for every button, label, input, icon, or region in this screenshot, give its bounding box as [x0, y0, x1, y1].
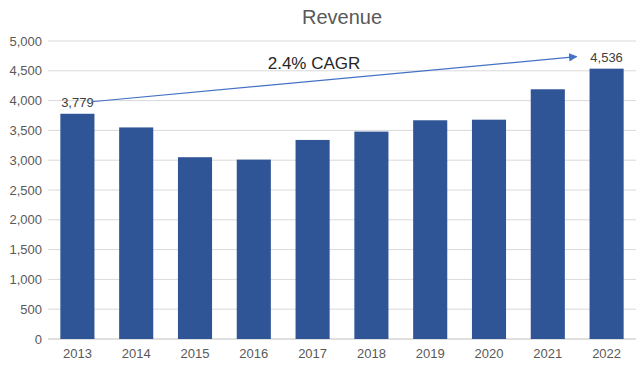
- y-tick-label: 5,000: [9, 34, 42, 49]
- x-tick-label: 2021: [533, 346, 562, 361]
- x-tick-label: 2013: [63, 346, 92, 361]
- bar: [590, 69, 624, 339]
- y-tick-label: 1,500: [9, 242, 42, 257]
- y-tick-label: 3,500: [9, 123, 42, 138]
- bar: [60, 114, 94, 339]
- bar: [237, 160, 271, 339]
- x-tick-label: 2022: [592, 346, 621, 361]
- bars: [60, 69, 623, 339]
- bar: [178, 157, 212, 339]
- bar: [531, 89, 565, 339]
- y-tick-label: 1,000: [9, 272, 42, 287]
- x-tick-label: 2014: [122, 346, 151, 361]
- bar: [296, 140, 330, 339]
- bar: [354, 132, 388, 339]
- y-tick-label: 2,500: [9, 183, 42, 198]
- y-tick-label: 2,000: [9, 212, 42, 227]
- grid: [48, 41, 636, 339]
- chart-title: Revenue: [302, 6, 382, 28]
- x-tick-label: 2018: [357, 346, 386, 361]
- grid-line: [48, 41, 636, 42]
- y-tick-label: 3,000: [9, 153, 42, 168]
- bar: [472, 120, 506, 339]
- data-label: 3,779: [61, 95, 94, 110]
- y-tick-label: 0: [35, 332, 42, 347]
- y-tick-label: 500: [20, 302, 42, 317]
- data-label: 4,536: [590, 50, 623, 65]
- x-tick-label: 2016: [239, 346, 268, 361]
- x-tick-label: 2017: [298, 346, 327, 361]
- x-tick-label: 2015: [181, 346, 210, 361]
- chart-container: Revenue 0 500 1,000 1,500 2,000 2,500 3,000 3,50…: [0, 0, 640, 381]
- chart-svg: Revenue 0 500 1,000 1,500 2,000 2,500 3,000 3,50…: [0, 0, 640, 381]
- bar: [413, 120, 447, 339]
- y-tick-label: 4,000: [9, 93, 42, 108]
- annotation: 2.4% CAGR: [268, 54, 361, 73]
- x-tick-label: 2020: [475, 346, 504, 361]
- x-tick-label: 2019: [416, 346, 445, 361]
- y-tick-label: 4,500: [9, 63, 42, 78]
- bar: [119, 127, 153, 339]
